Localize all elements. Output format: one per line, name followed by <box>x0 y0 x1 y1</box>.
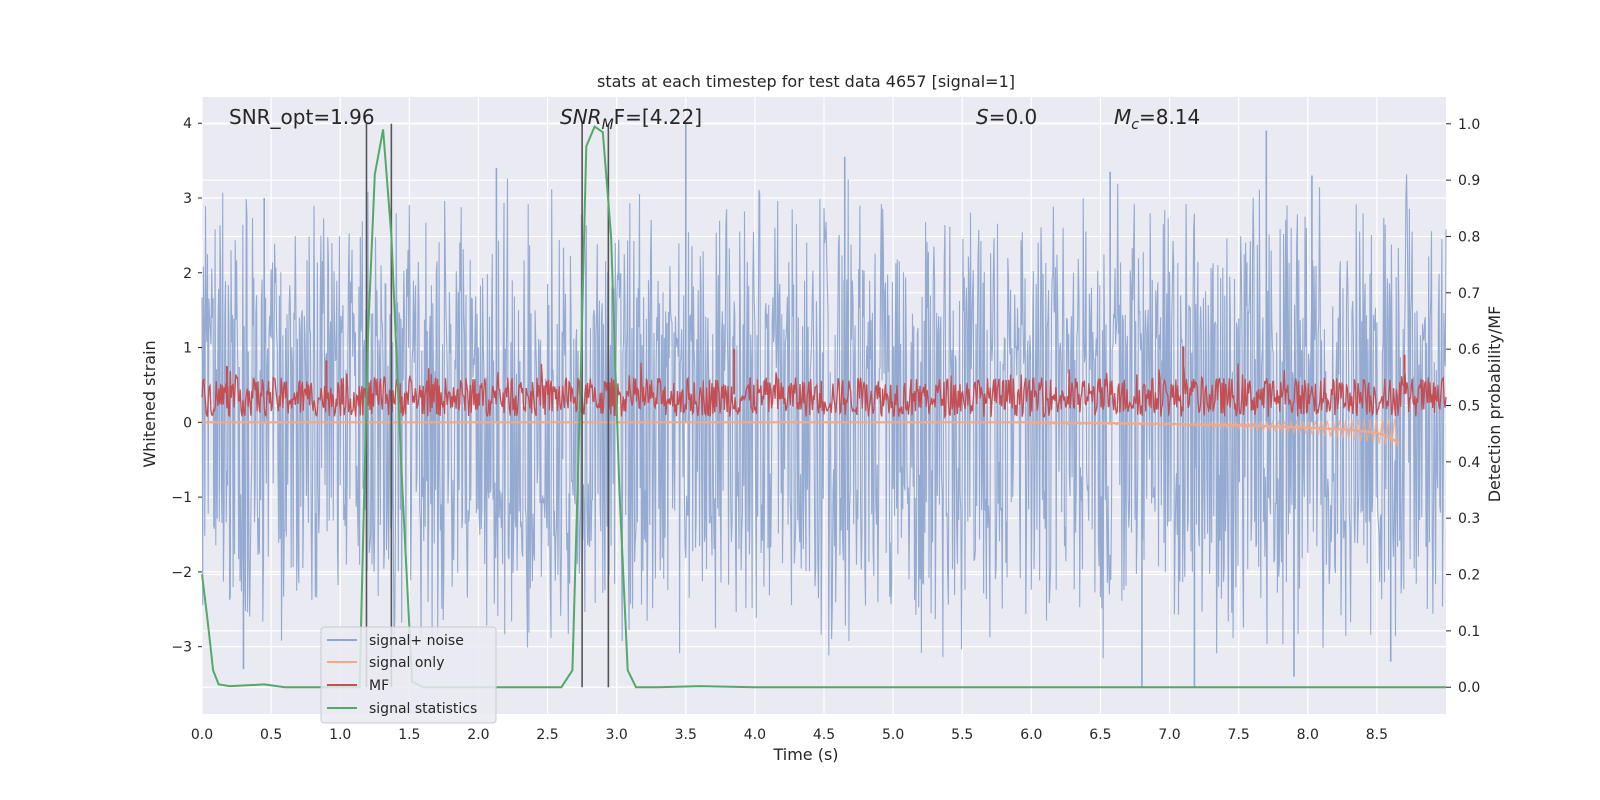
y-tick-label: 0 <box>183 415 192 431</box>
noise-line <box>201 174 1447 659</box>
y2-tick-label: 0.5 <box>1458 399 1480 415</box>
y2-axis-ticks: 1.0 0.9 0.8 0.7 0.6 0.5 0.4 0.3 0.2 0.1 0.0 <box>1446 117 1480 696</box>
y2-tick-label: 1.0 <box>1458 117 1480 133</box>
x-tick-label: 4.0 <box>744 727 766 743</box>
legend-label-signal-noise: signal+ noise <box>369 633 464 649</box>
mf-series <box>201 346 1447 420</box>
mc-sub: c <box>1131 117 1139 133</box>
y-axis-label: Whitened strain <box>140 340 159 467</box>
y-axis-ticks: 4 3 2 1 0 −1 −2 −3 <box>171 116 202 656</box>
legend-label-signal-only: signal only <box>369 655 444 671</box>
signal-only-oscillation <box>1031 418 1399 448</box>
chart-title: stats at each timestep for test data 465… <box>597 72 1015 91</box>
legend-label-signal-statistics: signal statistics <box>369 701 477 717</box>
x-tick-label: 6.5 <box>1089 727 1111 743</box>
x-axis-ticks: 0.0 0.5 1.0 1.5 2.0 2.5 3.0 3.5 4.0 4.5 5.0 5.5 6.0 6… <box>191 727 1388 743</box>
annotation-snr-opt: SNR_opt=1.96 <box>229 105 375 129</box>
signal-noise-series <box>201 123 1447 688</box>
mf-line <box>201 362 1447 420</box>
x-tick-label: 1.0 <box>329 727 351 743</box>
y-tick-label: −2 <box>171 565 192 581</box>
mc-value: =8.14 <box>1139 105 1200 129</box>
annotation-snr-mf: SNRMF=[4.22] <box>560 105 702 133</box>
y2-tick-label: 0.1 <box>1458 624 1480 640</box>
x-tick-label: 0.5 <box>260 727 282 743</box>
y-tick-label: −3 <box>171 640 192 656</box>
x-tick-label: 4.5 <box>813 727 835 743</box>
x-tick-label: 2.0 <box>467 727 489 743</box>
x-tick-label: 8.5 <box>1366 727 1388 743</box>
signal-only-series <box>202 418 1399 448</box>
legend-box <box>320 626 497 724</box>
x-tick-label: 5.0 <box>882 727 904 743</box>
y2-tick-label: 0.0 <box>1458 680 1480 696</box>
x-tick-label: 7.5 <box>1228 727 1250 743</box>
y2-tick-label: 0.6 <box>1458 342 1480 358</box>
s-value: =0.0 <box>989 105 1038 129</box>
annotation-s: S=0.0 <box>976 105 1037 129</box>
x-axis-label: Time (s) <box>772 745 838 764</box>
x-tick-label: 7.0 <box>1158 727 1180 743</box>
y-tick-label: 4 <box>183 116 192 132</box>
y-tick-label: −1 <box>171 490 192 506</box>
annotation-mc: Mc=8.14 <box>1114 105 1200 133</box>
legend-label-mf: MF <box>369 678 389 694</box>
x-tick-label: 0.0 <box>191 727 213 743</box>
x-tick-label: 1.5 <box>398 727 420 743</box>
legend: signal+ noise signal only MF signal stat… <box>320 626 497 724</box>
y2-tick-label: 0.3 <box>1458 511 1480 527</box>
x-tick-label: 5.5 <box>951 727 973 743</box>
snr-mf-sub: M <box>602 117 614 133</box>
y2-tick-label: 0.8 <box>1458 229 1480 245</box>
s-label: S <box>976 105 989 129</box>
mc-base: M <box>1114 105 1131 129</box>
snr-mf-base: SNR <box>560 105 602 129</box>
y-tick-label: 2 <box>183 266 192 282</box>
x-tick-label: 3.0 <box>606 727 628 743</box>
y2-axis-label: Detection probability/MF <box>1485 306 1504 503</box>
snr-mf-tail: F=[4.22] <box>614 105 702 129</box>
y2-tick-label: 0.2 <box>1458 568 1480 584</box>
y2-tick-label: 0.9 <box>1458 173 1480 189</box>
y-tick-label: 3 <box>183 191 192 207</box>
vertical-markers <box>365 123 610 688</box>
x-tick-label: 8.0 <box>1297 727 1319 743</box>
x-tick-label: 3.5 <box>675 727 697 743</box>
y-tick-label: 1 <box>183 341 192 357</box>
x-tick-label: 6.0 <box>1020 727 1042 743</box>
x-tick-label: 2.5 <box>536 727 558 743</box>
y2-tick-label: 0.4 <box>1458 455 1480 471</box>
y2-tick-label: 0.7 <box>1458 286 1480 302</box>
